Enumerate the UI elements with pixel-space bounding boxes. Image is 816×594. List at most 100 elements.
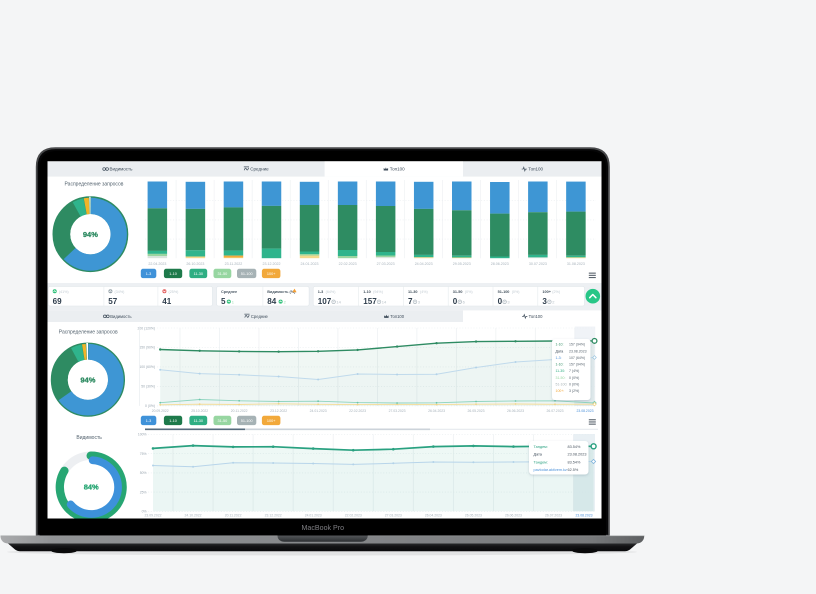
svg-text:Топ100: Топ100 [528,167,543,172]
svg-text:51-100: 51-100 [498,290,510,294]
svg-text:84%: 84% [84,483,99,492]
svg-text:Дата: Дата [534,453,543,457]
svg-text:23.12.2022: 23.12.2022 [270,409,287,413]
svg-text:51-100: 51-100 [241,419,253,423]
svg-text:1: 1 [232,300,235,305]
svg-text:62.5%: 62.5% [568,468,579,472]
svg-text:Среднее: Среднее [221,290,237,294]
svg-text:(41%): (41%) [59,290,69,294]
svg-text:24.01.2023: 24.01.2023 [301,262,319,266]
svg-text:94%: 94% [80,375,95,384]
svg-text:31-50:: 31-50: [556,376,566,380]
svg-text:100+: 100+ [267,272,276,276]
svg-text:51-100:: 51-100: [556,383,568,387]
svg-text:150 (90%): 150 (90%) [139,346,155,350]
svg-text:MacBook Pro: MacBook Pro [302,524,345,532]
svg-text:Видимость: Видимость [76,435,102,441]
svg-text:0%: 0% [142,510,147,514]
svg-text:3: 3 [542,297,547,306]
svg-text:107 (64%): 107 (64%) [569,356,585,360]
svg-text:1-10:: 1-10: [556,343,564,347]
svg-text:6: 6 [463,300,466,305]
svg-text:24.01.2023: 24.01.2023 [305,513,322,517]
svg-text:26.04.2023: 26.04.2023 [428,409,445,413]
svg-text:Видимость (%): Видимость (%) [267,290,296,294]
svg-text:11-30: 11-30 [194,272,203,276]
svg-text:23.11.2022: 23.11.2022 [225,262,243,266]
svg-text:107: 107 [318,297,332,306]
svg-text:26.05.2023: 26.05.2023 [468,409,485,413]
svg-text:25%: 25% [140,490,147,494]
svg-text:27.03.2023: 27.03.2023 [377,262,395,266]
svg-text:0: 0 [498,297,503,306]
svg-text:14: 14 [382,300,387,305]
svg-text:22.02.2023: 22.02.2023 [339,262,357,266]
svg-text:0 (0%): 0 (0%) [145,404,155,408]
svg-text:26.06.2023: 26.06.2023 [505,513,522,517]
svg-text:11-30: 11-30 [408,290,418,294]
svg-text:23.08.2023: 23.08.2023 [569,349,587,353]
svg-text:100+: 100+ [267,419,276,423]
svg-text:26.10.2023: 26.10.2023 [186,262,204,266]
svg-text:57: 57 [108,297,118,306]
svg-text:26.06.2023: 26.06.2023 [507,409,524,413]
svg-text:27.03.2023: 27.03.2023 [389,409,406,413]
svg-text:2: 2 [552,300,555,305]
svg-text:20.09.2022: 20.09.2022 [152,409,169,413]
svg-text:83.54%: 83.54% [568,445,582,449]
svg-text:83.54%: 83.54% [568,460,582,464]
svg-text:26.05.2023: 26.05.2023 [465,513,482,517]
svg-text:Средние: Средние [251,314,269,319]
svg-text:20.11.2022: 20.11.2022 [225,513,242,517]
svg-text:1-10: 1-10 [363,290,371,294]
svg-text:27.03.2023: 27.03.2023 [385,513,402,517]
svg-text:11-30:: 11-30: [556,369,566,373]
svg-text:157: 157 [363,297,377,306]
svg-text:25.10.2022: 25.10.2022 [191,409,208,413]
svg-text:1-3: 1-3 [146,272,152,276]
svg-text:(94%): (94%) [373,290,383,294]
svg-text:Видимость: Видимость [110,167,134,172]
svg-text:28.06.2023: 28.06.2023 [491,262,509,266]
svg-text:84: 84 [267,297,277,306]
svg-text:23.08.2023: 23.08.2023 [568,453,587,457]
svg-text:2: 2 [284,300,287,305]
svg-text:94%: 94% [83,230,98,239]
svg-text:Распределение запросов: Распределение запросов [59,329,118,335]
svg-text:23.08.2023: 23.08.2023 [577,409,594,413]
svg-text:(4%): (4%) [420,290,428,294]
svg-text:Топ100: Топ100 [390,314,404,319]
svg-text:23.12.2022: 23.12.2022 [265,513,282,517]
svg-text:20.11.2022: 20.11.2022 [231,409,248,413]
svg-text:22.02.2023: 22.02.2023 [349,409,366,413]
svg-text:(0%): (0%) [465,290,473,294]
svg-text:100+: 100+ [542,290,551,294]
svg-text:3: 3 [418,300,421,305]
svg-text:23.09.2022: 23.09.2022 [145,513,162,517]
svg-text:157 (94%): 157 (94%) [569,363,585,367]
svg-text:Топ100: Топ100 [529,314,543,319]
svg-text:75%: 75% [140,452,147,456]
svg-text:Видимость: Видимость [110,314,132,319]
svg-text:Средние: Средние [250,167,269,172]
svg-text:50 (30%): 50 (30%) [141,385,155,389]
svg-text:31.08.2023: 31.08.2023 [567,262,585,266]
svg-text:1-10: 1-10 [169,272,177,276]
svg-text:100%: 100% [138,433,147,437]
svg-text:1-3:: 1-3: [556,356,562,360]
svg-text:Тандем:: Тандем: [534,460,548,464]
svg-text:Дата: Дата [556,349,564,353]
svg-text:51-100: 51-100 [241,272,253,276]
svg-text:pavlodar.aktivem.kz: pavlodar.aktivem.kz [534,468,567,472]
svg-text:29.05.2023: 29.05.2023 [453,262,471,266]
svg-text:1-3: 1-3 [146,419,152,423]
svg-text:0 (0%): 0 (0%) [569,383,579,387]
svg-text:1-3: 1-3 [318,290,324,294]
svg-text:22.02.2023: 22.02.2023 [345,513,362,517]
svg-text:7: 7 [408,297,413,306]
svg-text:1-10: 1-10 [169,419,177,423]
svg-text:100+:: 100+: [556,389,565,393]
svg-text:(0%): (0%) [512,290,520,294]
svg-text:Распределение запросов: Распределение запросов [65,182,124,188]
svg-text:22.04.2023: 22.04.2023 [148,262,166,266]
